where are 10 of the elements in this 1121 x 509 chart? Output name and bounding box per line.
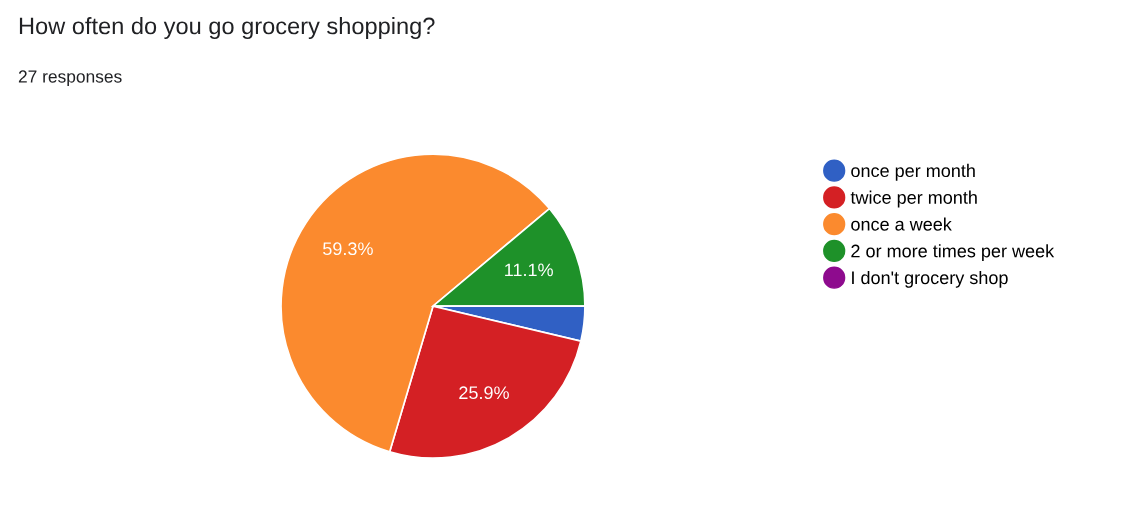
data-label: 11.1% <box>505 263 553 277</box>
legend-label: 2 or more times per week <box>851 244 1055 261</box>
legend-label: once per month <box>851 163 975 181</box>
chart-title: How often do you go grocery shopping? <box>19 17 435 39</box>
text: 27 responses <box>18 70 122 87</box>
legend-label: once a week <box>851 217 952 231</box>
legend-label: twice per month <box>850 190 977 208</box>
data-label: 25.9% <box>459 386 509 400</box>
legend-label: I don't grocery shop <box>852 270 1008 288</box>
data-label: 59.3% <box>323 242 373 256</box>
